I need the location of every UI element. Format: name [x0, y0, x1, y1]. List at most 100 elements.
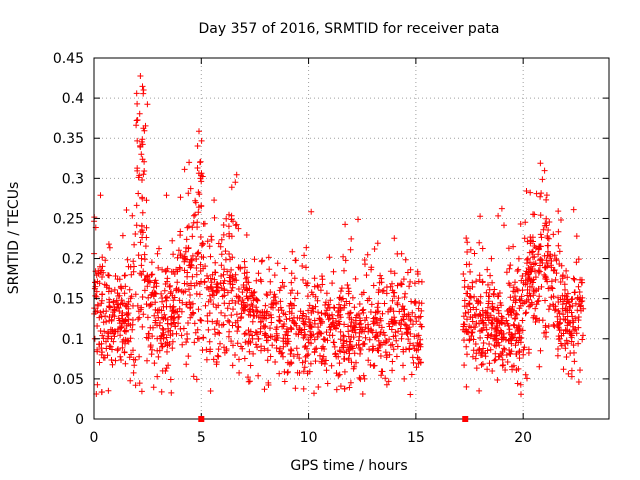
data-point [516, 348, 523, 355]
data-point [138, 262, 145, 269]
data-point [146, 277, 153, 284]
data-point [139, 156, 146, 163]
data-point [168, 321, 175, 328]
data-point [243, 232, 250, 238]
x-tick-label: 15 [407, 430, 425, 446]
data-point [389, 297, 396, 304]
data-point [347, 379, 354, 386]
data-point [515, 322, 522, 329]
data-point [245, 374, 251, 381]
data-point [556, 321, 562, 328]
data-point [96, 314, 103, 321]
data-point [407, 391, 414, 398]
data-point [501, 334, 508, 341]
data-point [352, 314, 359, 321]
data-point [564, 322, 571, 329]
data-point [383, 381, 390, 388]
data-point [399, 303, 406, 310]
data-point [324, 337, 331, 344]
data-point [321, 336, 328, 343]
data-point [162, 368, 169, 374]
data-point [460, 313, 467, 320]
data-point [145, 278, 152, 285]
data-point [99, 254, 106, 261]
data-point [255, 270, 262, 277]
data-point [315, 309, 321, 316]
data-point [526, 283, 533, 290]
data-point [139, 177, 145, 183]
data-point [279, 349, 286, 356]
data-point [288, 347, 295, 354]
data-point [346, 350, 353, 357]
data-point [218, 251, 225, 258]
data-point [172, 323, 179, 330]
data-point [318, 360, 325, 366]
data-point [479, 327, 486, 334]
data-point [385, 378, 392, 385]
data-point [390, 346, 397, 353]
data-point [360, 289, 367, 296]
data-point [541, 222, 548, 229]
data-point [176, 297, 183, 304]
data-point [411, 280, 418, 287]
data-point [381, 332, 388, 339]
data-point [167, 376, 174, 383]
data-point [353, 359, 359, 366]
data-point [548, 284, 555, 291]
data-point [123, 328, 129, 335]
data-point [308, 323, 314, 330]
data-point [461, 303, 468, 310]
data-point [197, 261, 204, 268]
data-point [232, 300, 239, 306]
data-point [536, 363, 543, 370]
data-point [525, 271, 532, 278]
data-point [98, 389, 105, 395]
data-point [400, 362, 406, 369]
data-point [163, 297, 170, 304]
data-point [311, 275, 318, 282]
data-point [249, 318, 256, 325]
data-point [159, 325, 166, 332]
data-point [215, 284, 221, 291]
data-point [141, 251, 148, 258]
data-point [407, 266, 414, 273]
data-point [230, 306, 236, 313]
data-point [532, 305, 539, 312]
data-point [473, 320, 480, 327]
data-point [370, 315, 377, 322]
data-point [296, 370, 303, 376]
data-point [490, 291, 497, 298]
data-point [117, 353, 124, 360]
data-point [390, 308, 397, 315]
data-point [228, 184, 235, 191]
data-point [122, 283, 129, 290]
data-point [245, 378, 252, 385]
data-point [225, 317, 231, 324]
data-point [265, 379, 272, 386]
data-point [285, 368, 291, 375]
data-point [271, 272, 278, 279]
data-point [357, 326, 363, 333]
data-point [482, 314, 489, 321]
data-point [136, 353, 143, 360]
data-point [362, 334, 369, 341]
data-point [130, 258, 137, 265]
data-point [490, 305, 496, 312]
data-point [570, 206, 577, 213]
data-point [337, 336, 344, 343]
data-point [241, 258, 248, 265]
data-point [224, 289, 231, 296]
data-point [220, 231, 227, 238]
data-point [108, 357, 115, 363]
data-point [97, 309, 104, 316]
data-point [317, 330, 324, 337]
data-point [580, 305, 587, 312]
data-point [95, 270, 102, 277]
data-point [188, 280, 194, 287]
data-point [337, 288, 344, 295]
data-point [579, 336, 586, 343]
data-point [532, 268, 538, 275]
data-point [144, 314, 151, 321]
data-point [192, 211, 199, 218]
